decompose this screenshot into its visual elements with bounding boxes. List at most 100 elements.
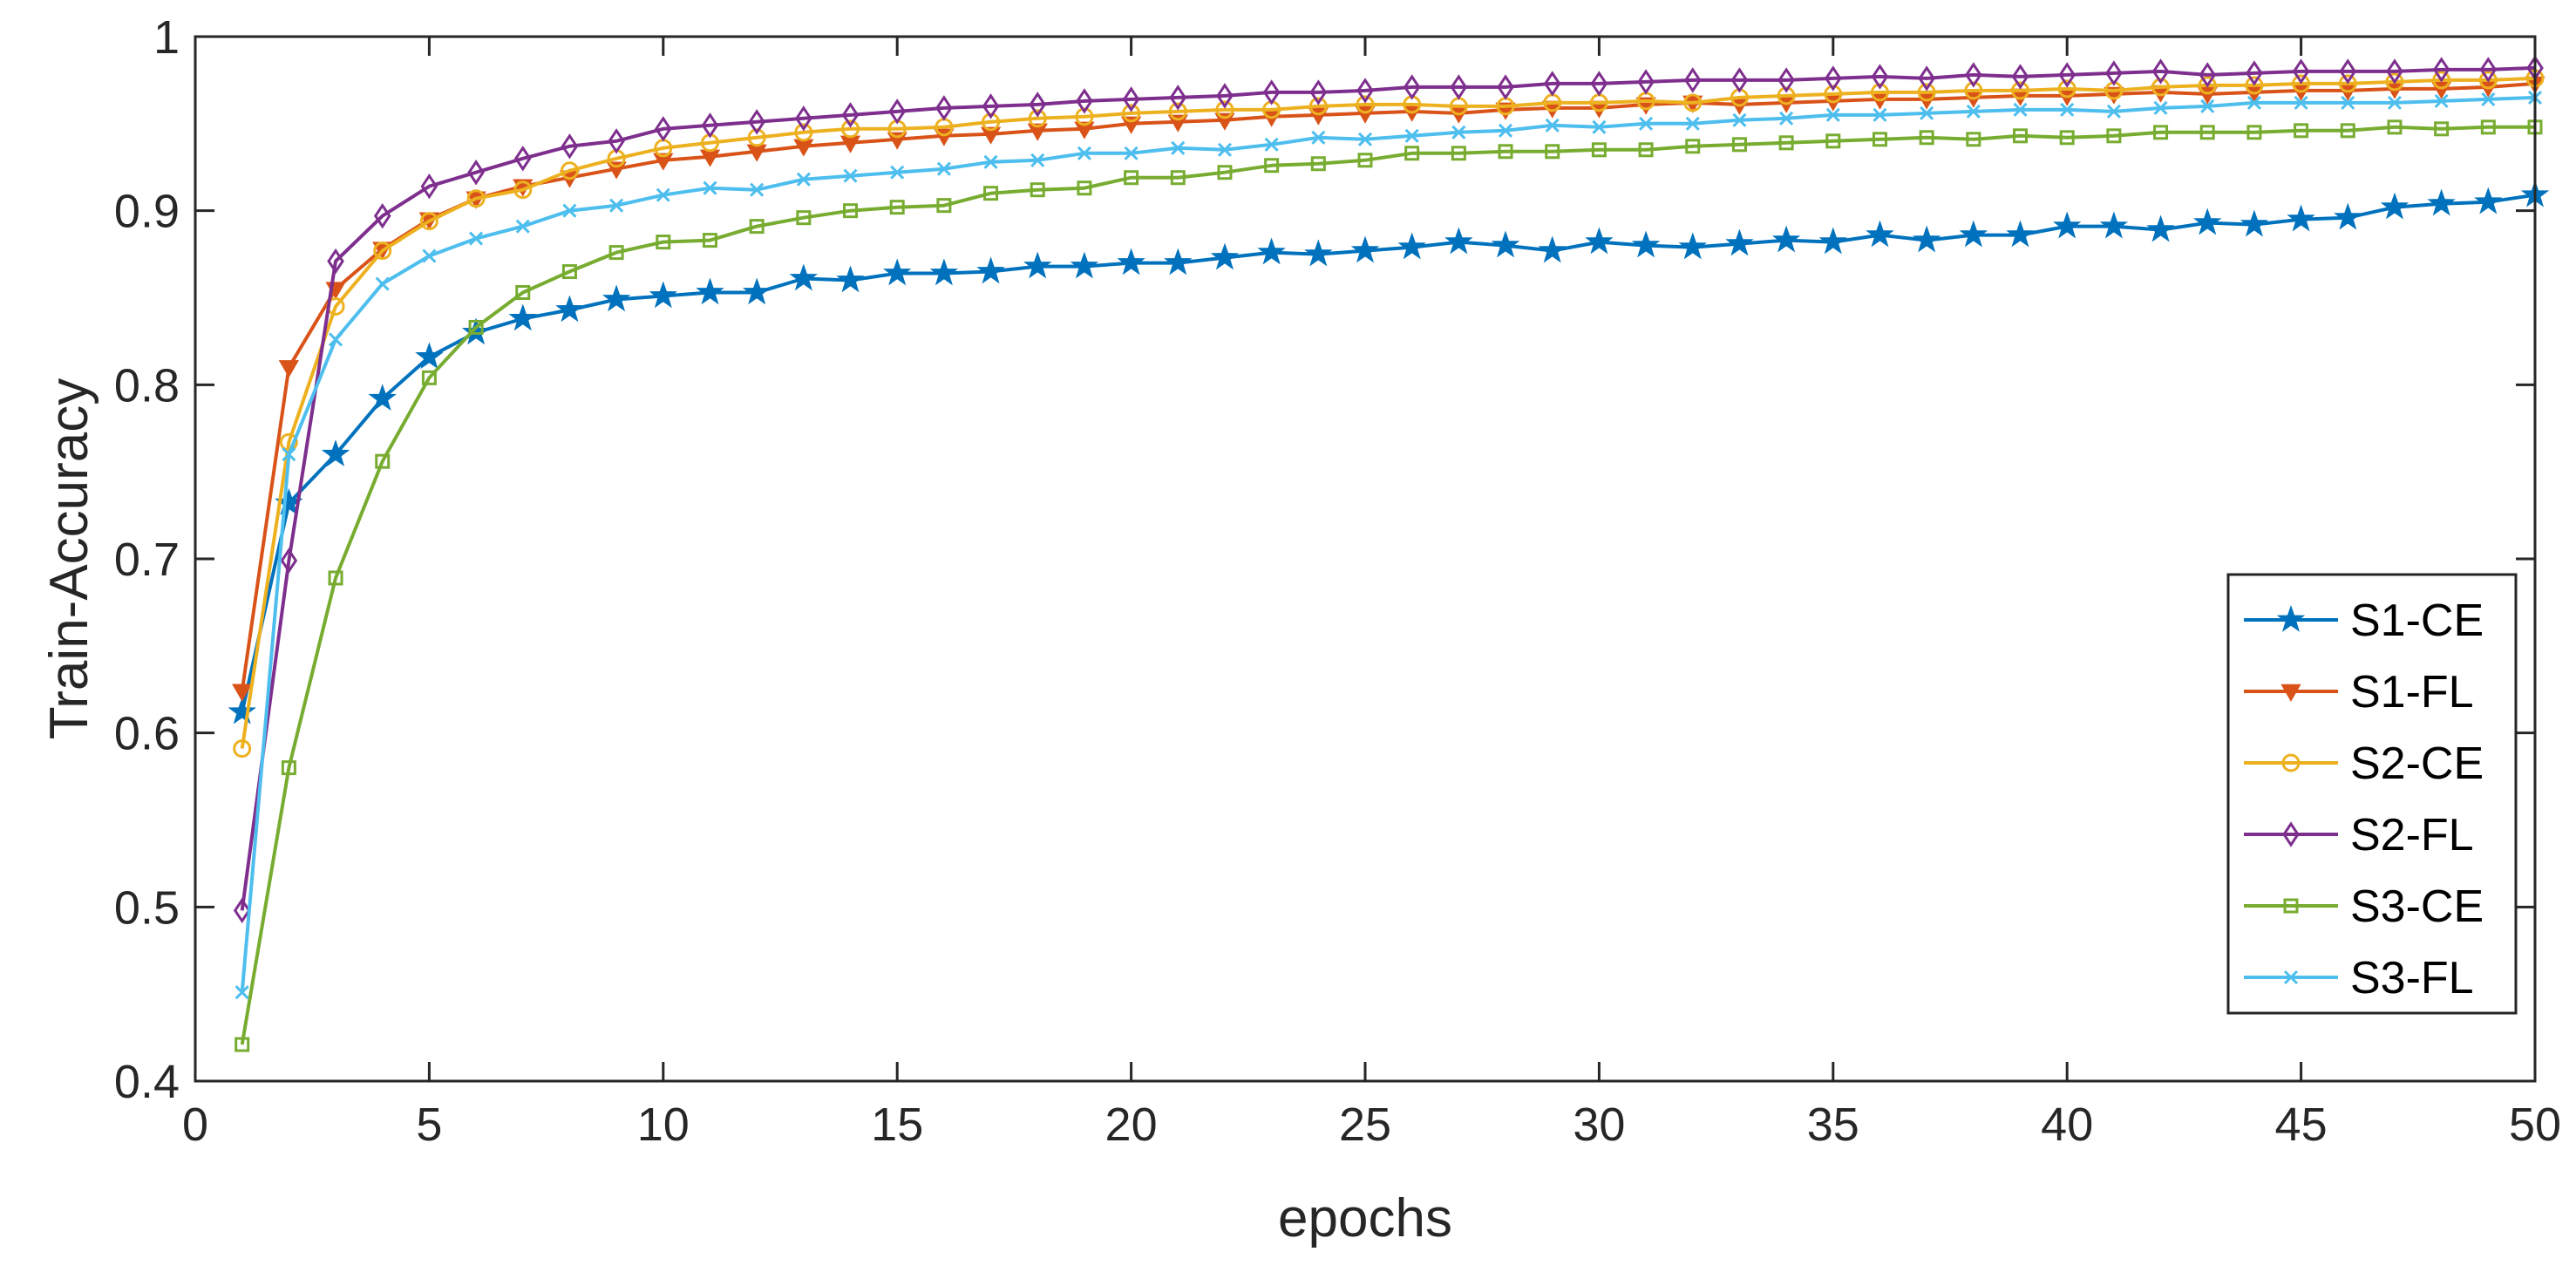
data-point-s2-ce (2057, 79, 2076, 99)
y-tick-label: 0.9 (114, 186, 180, 238)
data-point-s2-fl (1543, 71, 1561, 97)
data-point-s1-ce (1117, 248, 1145, 276)
data-point-s2-fl (1169, 85, 1187, 111)
data-point-s1-fl (232, 684, 253, 702)
data-point-s3-fl (2341, 95, 2355, 110)
data-point-s1-ce (1818, 227, 1848, 255)
data-point-s2-fl (280, 548, 298, 574)
data-point-s1-ce (1912, 225, 1941, 253)
data-point-s1-ce (1164, 248, 1193, 276)
x-tick-label: 10 (637, 1099, 690, 1151)
data-point-s3-fl (328, 332, 343, 347)
data-point-s2-ce (1122, 104, 1141, 123)
x-tick-label: 45 (2275, 1099, 2328, 1151)
y-tick-label: 0.5 (114, 881, 180, 934)
data-point-s2-fl (2246, 60, 2263, 86)
data-point-s2-ce (2478, 71, 2498, 90)
data-point-s1-ce (1959, 220, 1988, 248)
data-point-s2-fl (1450, 74, 1468, 100)
data-point-s3-fl (1779, 111, 1794, 126)
data-point-s2-fl (2058, 62, 2076, 88)
data-point-s3-fl (609, 198, 624, 213)
series-line-s3-ce (240, 125, 2535, 1045)
data-point-s3-ce (1825, 133, 1841, 149)
data-point-s3-ce (1310, 156, 1326, 172)
series-s2-fl (233, 55, 2544, 924)
data-point-s3-ce (702, 233, 717, 248)
data-point-s3-ce (1545, 144, 1560, 160)
data-point-s2-fl (1216, 83, 1234, 109)
legend-entry-s2-ce: S2-CE (2244, 738, 2484, 789)
data-point-s2-fl (2432, 57, 2450, 83)
data-point-s2-fl (1918, 65, 1935, 92)
data-point-s2-fl (420, 173, 438, 200)
data-point-s3-ce (1498, 144, 1513, 160)
data-point-s1-ce (1304, 239, 1333, 267)
data-point-s3-ce (2434, 121, 2450, 137)
data-point-s1-ce (228, 697, 256, 725)
data-point-s2-fl (1309, 79, 1328, 105)
data-point-s2-ce (2338, 74, 2357, 93)
data-point-s1-fl (653, 153, 674, 171)
series-layer (228, 55, 2550, 1052)
data-point-s3-fl (1545, 118, 1560, 133)
data-point-s1-ce (696, 277, 724, 305)
data-point-s3-fl (1357, 132, 1373, 146)
data-point-s3-fl (2106, 104, 2121, 119)
data-point-s3-ce (234, 1037, 250, 1052)
data-point-s2-ce (747, 128, 766, 147)
data-point-s1-ce (1491, 230, 1520, 258)
data-point-s3-fl (1873, 107, 1887, 122)
data-point-s1-ce (2193, 207, 2222, 235)
data-point-s2-fl (1824, 65, 1842, 92)
data-point-s2-ce (2292, 74, 2311, 93)
series-s3-fl (234, 90, 2543, 1000)
data-point-s2-ce (1215, 100, 1234, 119)
data-point-s2-ce (233, 739, 252, 759)
data-point-s3-ce (843, 203, 859, 219)
data-point-s1-ce (1397, 232, 1426, 260)
data-point-s3-ce (796, 210, 812, 226)
data-point-s3-ce (1077, 180, 1092, 196)
data-point-s2-fl (1777, 67, 1795, 93)
data-point-s3-fl (843, 168, 858, 183)
x-tick-label: 35 (1807, 1099, 1859, 1151)
data-point-s3-ce (1357, 153, 1373, 168)
data-point-s3-fl (703, 180, 717, 195)
data-point-s3-fl (1732, 112, 1747, 127)
data-point-s2-fl (701, 112, 719, 139)
data-point-s3-ce (749, 219, 765, 235)
data-point-s1-ce (1725, 228, 1754, 256)
data-point-s2-fl (1029, 92, 1047, 118)
data-point-s3-ce (2199, 125, 2215, 140)
data-point-s3-ce (2013, 128, 2029, 144)
data-point-s1-ce (602, 284, 631, 312)
data-point-s2-fl (233, 897, 251, 924)
data-point-s3-fl (234, 985, 249, 1000)
y-tick-label: 0.7 (114, 534, 180, 586)
ticks-layer: 0 5 10 15 20 25 30 35 40 45 50 0.4 0.5 0.6 0.7 0.8 0.9 1 (114, 11, 2561, 1151)
data-point-s1-ce (1350, 235, 1380, 263)
data-point-s1-ce (508, 303, 537, 331)
data-point-s3-fl (469, 231, 484, 246)
legend-marker (2281, 753, 2301, 772)
data-point-s2-ce (1683, 93, 1703, 112)
data-point-s2-ce (1824, 85, 1843, 104)
data-point-s3-fl (422, 248, 437, 263)
series-line-s3-fl (240, 95, 2536, 993)
data-point-s3-fl (1264, 137, 1279, 152)
data-point-s3-ce (1030, 182, 1045, 198)
legend-box (2226, 573, 2518, 1015)
data-point-s1-ce (1444, 227, 1473, 255)
data-point-s2-ce (560, 161, 579, 180)
data-point-s3-ce (328, 570, 343, 586)
data-point-s2-ce (982, 112, 1001, 132)
data-point-s3-fl (983, 154, 998, 169)
data-point-s3-fl (2294, 95, 2308, 110)
data-point-s1-ce (1771, 225, 1801, 253)
data-point-s2-fl (1683, 67, 1702, 93)
data-point-s2-ce (2385, 72, 2404, 92)
data-point-s2-fl (1403, 74, 1421, 100)
